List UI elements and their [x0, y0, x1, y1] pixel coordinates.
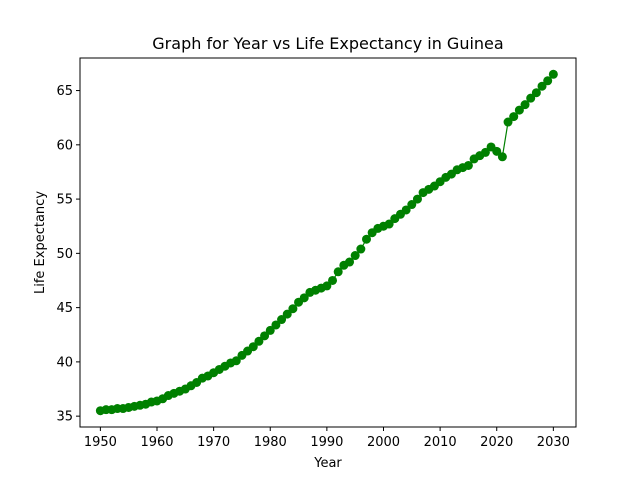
data-point: [362, 234, 371, 244]
y-tick-label: 40: [56, 355, 73, 370]
y-tick-label: 50: [56, 247, 73, 262]
data-point: [299, 293, 309, 303]
data-point: [463, 160, 473, 170]
data-point: [350, 251, 360, 261]
data-point: [277, 315, 287, 325]
x-tick-label: 1950: [84, 435, 117, 450]
x-tick-label: 2020: [480, 435, 513, 450]
x-tick-label: 1970: [197, 435, 230, 450]
data-point: [537, 81, 547, 91]
data-point: [548, 69, 558, 79]
data-point: [282, 309, 292, 319]
series-line: [100, 73, 554, 412]
y-axis: 35 40 45 50 55 60 65: [56, 84, 80, 425]
data-point: [531, 88, 541, 98]
y-tick-label: 45: [56, 301, 73, 316]
data-point: [407, 200, 417, 210]
data-point: [520, 100, 530, 110]
plot-area-frame: [79, 57, 577, 428]
data-point: [231, 356, 241, 366]
x-tick-label: 2000: [367, 435, 400, 450]
data-point: [384, 219, 394, 229]
data-point: [260, 331, 270, 341]
chart-title: Graph for Year vs Life Expectancy in Gui…: [152, 34, 503, 53]
data-point: [356, 244, 366, 254]
data-point: [328, 275, 338, 285]
data-point: [254, 336, 264, 346]
data-point: [492, 146, 502, 156]
data-point: [543, 76, 553, 86]
y-tick-label: 60: [56, 138, 73, 153]
data-point: [248, 342, 258, 352]
x-tick-label: 1990: [310, 435, 343, 450]
x-tick-label: 2010: [424, 435, 457, 450]
data-point: [509, 112, 519, 122]
data-point: [412, 194, 422, 204]
data-point: [401, 205, 411, 215]
y-tick-label: 35: [56, 410, 73, 425]
data-point: [345, 257, 355, 267]
data-point: [497, 152, 507, 162]
y-axis-title: Life Expectancy: [33, 191, 48, 294]
y-tick-label: 65: [56, 84, 73, 99]
data-point: [514, 105, 524, 115]
series-markers: [95, 69, 558, 416]
data-point: [265, 325, 275, 335]
data-point: [322, 281, 332, 291]
x-tick-label: 1980: [254, 435, 287, 450]
data-point: [503, 117, 513, 127]
data-point: [480, 147, 490, 157]
data-point: [333, 267, 343, 277]
data-point: [288, 304, 298, 314]
x-tick-label: 1960: [140, 435, 173, 450]
y-tick-label: 55: [56, 193, 73, 208]
x-tick-label: 2030: [537, 435, 570, 450]
x-axis-title: Year: [313, 456, 342, 471]
data-point: [526, 93, 536, 103]
data-point: [271, 320, 281, 330]
x-axis: 1950 1960 1970 1980 1990 2000 2010 2020 2030: [84, 427, 570, 450]
